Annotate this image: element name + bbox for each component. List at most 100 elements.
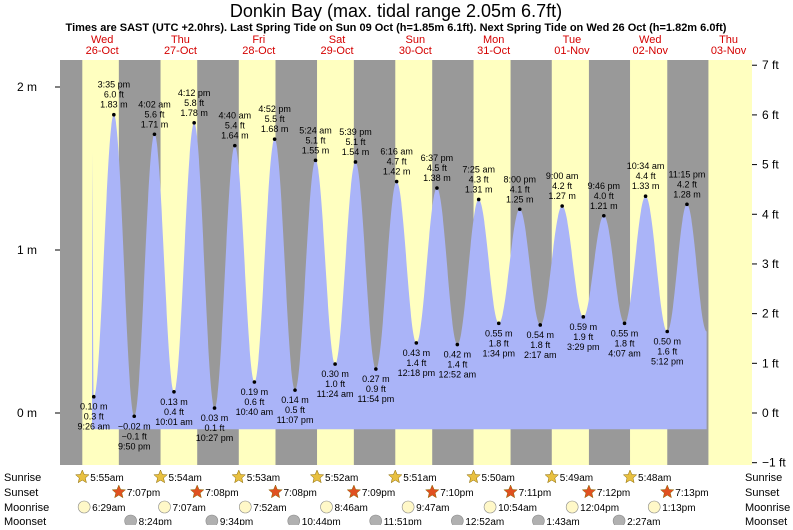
tide-extreme-ft-label: 4.2 ft	[552, 181, 573, 191]
right-axis-label: 4 ft	[762, 207, 779, 221]
tide-extreme-m-label: 1.31 m	[465, 184, 493, 194]
tide-extreme-time: 11:07 pm	[277, 415, 314, 425]
tide-extreme-ft-label: 0.4 ft	[164, 407, 185, 417]
moonset-time-label: 12:52am	[465, 517, 504, 525]
tide-extreme-time: 4:40 am	[219, 111, 252, 121]
sunrise-time-label: 5:52am	[325, 473, 358, 484]
moonset-moon-icon	[205, 514, 219, 528]
day-name-label: Thu	[719, 34, 738, 46]
sunset-star-icon	[503, 484, 518, 499]
day-date-label: 03-Nov	[711, 45, 747, 57]
day-name-label: Tue	[563, 34, 582, 46]
tide-extreme-m-label: 1.78 m	[180, 108, 208, 118]
row-label-right: Sunrise	[745, 472, 782, 484]
tide-extreme-point	[435, 186, 439, 190]
sunrise-time-label: 5:50am	[482, 473, 515, 484]
sunset-star-icon	[659, 484, 675, 499]
tide-extreme-point	[685, 202, 689, 207]
sunset-time-label: 7:09pm	[362, 488, 395, 499]
tide-extreme-ft-label: 1.8 ft	[489, 338, 510, 348]
right-axis-label: 6 ft	[762, 108, 779, 122]
day-date-label: 30-Oct	[399, 45, 432, 57]
moonrise-moon-icon	[565, 500, 579, 514]
tide-extreme-m-label: −0.02 m	[118, 421, 151, 431]
tide-extreme-m-label: 1.28 m	[673, 189, 701, 199]
sunrise-time-label: 5:55am	[90, 473, 123, 484]
sunrise-star-icon	[622, 469, 638, 484]
chart-title: Donkin Bay (max. tidal range 2.05m 6.7ft…	[230, 1, 562, 21]
day-date-label: 29-Oct	[321, 45, 354, 57]
sunset-star-icon	[189, 484, 205, 499]
tide-extreme-ft-label: 4.1 ft	[510, 184, 531, 194]
tide-extreme-ft-label: 1.6 ft	[657, 347, 678, 357]
tide-extreme-ft-label: 5.8 ft	[184, 98, 205, 108]
tide-extreme-time: 4:02 am	[138, 99, 171, 109]
tide-extreme-ft-label: 4.5 ft	[427, 163, 448, 173]
row-label-left: Sunrise	[4, 472, 41, 484]
tide-extreme-point	[476, 197, 481, 202]
tide-extreme-point	[538, 323, 543, 327]
day-name-label: Fri	[252, 34, 265, 46]
moonset-time-label: 10:44pm	[302, 517, 341, 525]
tide-extreme-time: 11:24 am	[317, 389, 354, 399]
sunrise-time-label: 5:49am	[560, 473, 593, 484]
tide-extreme-point	[192, 121, 196, 125]
tide-extreme-point	[374, 367, 378, 371]
moonrise-moon-icon	[483, 500, 497, 514]
tide-extreme-ft-label: 1.4 ft	[406, 358, 427, 368]
row-label-left: Sunset	[4, 487, 38, 499]
tide-extreme-m-label: 0.55 m	[485, 328, 513, 338]
tide-extreme-time: 5:24 am	[299, 125, 332, 135]
tide-extreme-ft-label: 5.5 ft	[265, 114, 286, 124]
moonrise-time-label: 9:47am	[416, 503, 449, 514]
tide-extreme-m-label: 0.19 m	[241, 387, 269, 397]
tide-extreme-point	[152, 132, 157, 137]
sunrise-time-label: 5:48am	[638, 473, 671, 484]
tide-extreme-m-label: 1.64 m	[221, 131, 249, 141]
tide-extreme-point	[665, 329, 670, 334]
tide-extreme-ft-label: 4.3 ft	[469, 174, 490, 184]
tide-extreme-time: 10:27 pm	[196, 433, 234, 443]
tide-extreme-time: 11:15 pm	[669, 169, 706, 179]
tide-extreme-m-label: 0.54 m	[526, 330, 554, 340]
tide-extreme-time: 1:34 pm	[482, 348, 515, 358]
tide-extreme-m-label: 1.27 m	[548, 191, 576, 201]
moonset-time-label: 8:24pm	[139, 517, 172, 525]
tide-extreme-point	[622, 321, 627, 326]
row-label-left: Moonset	[4, 516, 46, 525]
tide-extreme-ft-label: 5.6 ft	[144, 109, 165, 119]
tide-extreme-time: 9:26 am	[78, 422, 111, 432]
moonset-moon-icon	[612, 514, 626, 528]
sunset-star-icon	[581, 484, 597, 499]
tide-extreme-ft-label: 1.4 ft	[447, 360, 468, 370]
tide-extreme-time: 2:17 am	[524, 350, 557, 360]
tide-extreme-time: 5:12 pm	[651, 357, 684, 367]
moonrise-time-label: 12:04pm	[580, 503, 619, 514]
sunset-time-label: 7:07pm	[127, 488, 160, 499]
tide-extreme-point	[91, 394, 96, 399]
tide-extreme-point	[233, 143, 237, 148]
tide-extreme-ft-label: 4.0 ft	[594, 191, 615, 201]
tide-extreme-ft-label: 4.4 ft	[636, 171, 657, 181]
tide-extreme-point	[333, 362, 337, 366]
tide-extreme-ft-label: 1.8 ft	[615, 338, 636, 348]
tide-extreme-time: 11:54 pm	[357, 394, 394, 404]
tide-extreme-point	[517, 207, 522, 212]
tide-extreme-point	[581, 315, 586, 319]
day-date-label: 02-Nov	[633, 45, 669, 57]
tide-extreme-ft-label: 4.7 ft	[387, 157, 408, 167]
tide-extreme-time: 10:34 am	[627, 161, 665, 171]
tide-extreme-m-label: 0.50 m	[653, 337, 681, 347]
moonset-time-label: 1:43am	[546, 517, 579, 525]
tide-extreme-point	[293, 388, 297, 392]
row-label-right: Sunset	[745, 487, 779, 499]
tide-extreme-ft-label: 5.4 ft	[225, 121, 246, 131]
tide-extreme-m-label: 0.30 m	[321, 369, 349, 379]
right-axis-label: 7 ft	[762, 58, 779, 72]
row-label-left: Moonrise	[4, 502, 49, 514]
sunset-star-icon	[424, 484, 440, 499]
chart-subtitle: Times are SAST (UTC +2.0hrs). Last Sprin…	[66, 22, 727, 34]
tide-extreme-time: 9:50 pm	[118, 441, 151, 451]
tide-extreme-time: 10:40 am	[236, 407, 274, 417]
day-date-label: 31-Oct	[477, 45, 510, 57]
